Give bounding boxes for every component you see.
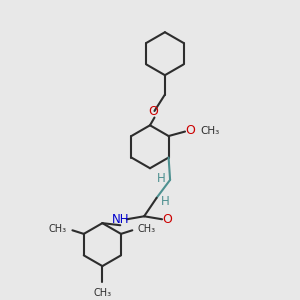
Text: NH: NH: [112, 213, 129, 226]
Text: O: O: [185, 124, 195, 137]
Text: O: O: [148, 105, 158, 119]
Text: CH₃: CH₃: [49, 224, 67, 234]
Text: CH₃: CH₃: [93, 288, 111, 298]
Text: O: O: [163, 213, 172, 226]
Text: H: H: [160, 195, 169, 208]
Text: CH₃: CH₃: [138, 224, 156, 234]
Text: H: H: [158, 172, 166, 185]
Text: CH₃: CH₃: [200, 126, 220, 136]
